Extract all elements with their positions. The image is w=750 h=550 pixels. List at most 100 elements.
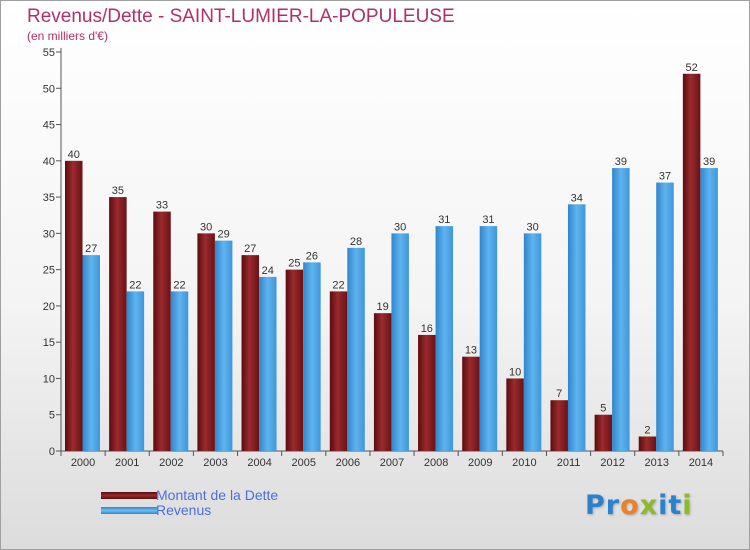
data-label-dette-2000: 40 bbox=[68, 149, 80, 161]
data-label-revenus-2009: 31 bbox=[482, 214, 494, 226]
data-label-dette-2003: 30 bbox=[200, 221, 212, 233]
bars bbox=[65, 73, 718, 451]
legend-label-revenus: Revenus bbox=[156, 502, 212, 518]
y-tick-label: 40 bbox=[43, 156, 55, 168]
x-tick-label: 2011 bbox=[557, 457, 581, 469]
bar-revenus-2000 bbox=[82, 255, 100, 451]
data-label-dette-2012: 5 bbox=[600, 403, 606, 415]
data-label-revenus-2006: 28 bbox=[350, 236, 362, 248]
data-label-revenus-2011: 34 bbox=[571, 192, 583, 204]
bar-revenus-2002 bbox=[170, 291, 189, 451]
logo-letter: o bbox=[620, 490, 640, 521]
logo-letter: i bbox=[682, 490, 693, 521]
bar-dette-2007 bbox=[373, 313, 392, 451]
data-label-dette-2004: 27 bbox=[244, 243, 256, 255]
data-label-dette-2001: 35 bbox=[112, 185, 124, 197]
y-tick-label: 10 bbox=[43, 373, 55, 385]
y-tick-label: 50 bbox=[43, 83, 55, 95]
y-tick-label: 20 bbox=[43, 301, 55, 313]
x-tick-label: 2007 bbox=[380, 457, 404, 469]
data-label-revenus-2014: 39 bbox=[703, 156, 715, 168]
data-label-revenus-2003: 29 bbox=[218, 229, 230, 241]
y-tick-label: 25 bbox=[43, 265, 55, 277]
bar-dette-2004 bbox=[241, 255, 260, 451]
bar-dette-2013 bbox=[638, 436, 657, 451]
bar-dette-2014 bbox=[682, 73, 701, 451]
data-label-revenus-2000: 27 bbox=[85, 243, 97, 255]
x-tick-label: 2003 bbox=[203, 457, 227, 469]
bar-revenus-2013 bbox=[656, 182, 674, 451]
data-label-dette-2011: 7 bbox=[556, 388, 562, 400]
bar-revenus-2010 bbox=[523, 233, 542, 451]
y-tick-label: 0 bbox=[49, 446, 55, 458]
data-label-revenus-2007: 30 bbox=[394, 221, 406, 233]
data-label-revenus-2005: 26 bbox=[306, 250, 318, 262]
data-label-revenus-2002: 22 bbox=[173, 279, 185, 291]
bar-revenus-2012 bbox=[612, 168, 630, 451]
proxiti-logo: Proxiti bbox=[585, 490, 693, 521]
data-label-dette-2013: 2 bbox=[644, 424, 650, 436]
data-label-dette-2010: 10 bbox=[509, 366, 521, 378]
bar-dette-2008 bbox=[418, 334, 436, 451]
bar-dette-2000 bbox=[65, 160, 83, 451]
x-tick-label: 2002 bbox=[159, 457, 183, 469]
data-label-revenus-2013: 37 bbox=[659, 171, 671, 183]
legend-swatch-dette bbox=[101, 492, 157, 499]
data-label-dette-2006: 22 bbox=[332, 279, 344, 291]
bar-revenus-2005 bbox=[303, 262, 321, 451]
data-label-revenus-2010: 30 bbox=[526, 221, 538, 233]
bar-dette-2003 bbox=[197, 233, 215, 451]
x-tick-label: 2010 bbox=[512, 457, 536, 469]
bar-revenus-2004 bbox=[259, 276, 277, 451]
bar-revenus-2001 bbox=[126, 291, 145, 451]
data-label-dette-2005: 25 bbox=[288, 258, 300, 270]
bar-revenus-2011 bbox=[567, 204, 586, 451]
data-label-revenus-2012: 39 bbox=[615, 156, 627, 168]
x-tick-label: 2009 bbox=[468, 457, 492, 469]
data-label-revenus-2008: 31 bbox=[438, 214, 450, 226]
bar-revenus-2006 bbox=[347, 247, 365, 451]
bar-dette-2010 bbox=[506, 378, 524, 451]
x-tick-label: 2001 bbox=[115, 457, 139, 469]
logo-letter: t bbox=[668, 490, 683, 521]
logo-letter: i bbox=[658, 490, 669, 521]
chart-title: Revenus/Dette - SAINT-LUMIER-LA-POPULEUS… bbox=[27, 6, 455, 27]
bar-dette-2005 bbox=[285, 269, 304, 451]
x-tick-label: 2000 bbox=[71, 457, 95, 469]
bar-revenus-2008 bbox=[435, 226, 454, 451]
x-tick-label: 2012 bbox=[600, 457, 624, 469]
y-tick-label: 30 bbox=[43, 228, 55, 240]
logo-letter: P bbox=[585, 490, 606, 521]
logo-letter: r bbox=[605, 490, 621, 521]
bar-revenus-2014 bbox=[700, 168, 718, 451]
data-label-revenus-2001: 22 bbox=[129, 279, 141, 291]
logo-letter: x bbox=[639, 490, 659, 521]
legend-label-dette: Montant de la Dette bbox=[156, 487, 279, 503]
x-tick-label: 2004 bbox=[247, 457, 271, 469]
x-tick-label: 2006 bbox=[336, 457, 360, 469]
y-tick-label: 45 bbox=[43, 120, 55, 132]
data-label-dette-2002: 33 bbox=[156, 200, 168, 212]
data-label-dette-2014: 52 bbox=[685, 62, 697, 74]
bar-revenus-2003 bbox=[214, 240, 233, 451]
y-tick-label: 35 bbox=[43, 192, 55, 204]
data-label-dette-2009: 13 bbox=[465, 345, 477, 357]
bar-dette-2001 bbox=[109, 197, 127, 451]
data-label-dette-2007: 19 bbox=[377, 301, 389, 313]
x-tick-label: 2008 bbox=[424, 457, 448, 469]
bar-dette-2011 bbox=[550, 400, 568, 451]
bar-dette-2006 bbox=[329, 291, 348, 451]
bar-dette-2012 bbox=[594, 414, 613, 451]
y-tick-label: 55 bbox=[43, 47, 55, 59]
bar-dette-2002 bbox=[153, 211, 171, 451]
legend-swatch-revenus bbox=[101, 507, 157, 514]
y-tick-label: 5 bbox=[49, 410, 55, 422]
bar-revenus-2007 bbox=[391, 233, 409, 451]
bar-dette-2009 bbox=[462, 356, 480, 451]
y-tick-label: 15 bbox=[43, 337, 55, 349]
x-tick-label: 2013 bbox=[645, 457, 669, 469]
data-label-dette-2008: 16 bbox=[421, 323, 433, 335]
